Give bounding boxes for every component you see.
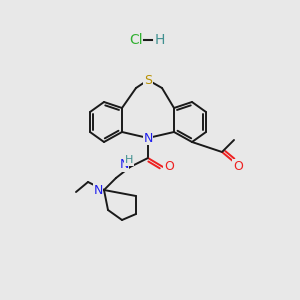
Text: H: H — [155, 33, 165, 47]
Text: N: N — [93, 184, 103, 196]
Text: S: S — [144, 74, 152, 86]
Text: N: N — [143, 131, 153, 145]
Text: Cl: Cl — [129, 33, 143, 47]
Text: H: H — [125, 155, 133, 165]
Text: O: O — [233, 160, 243, 172]
Text: O: O — [164, 160, 174, 173]
Text: N: N — [119, 158, 129, 172]
